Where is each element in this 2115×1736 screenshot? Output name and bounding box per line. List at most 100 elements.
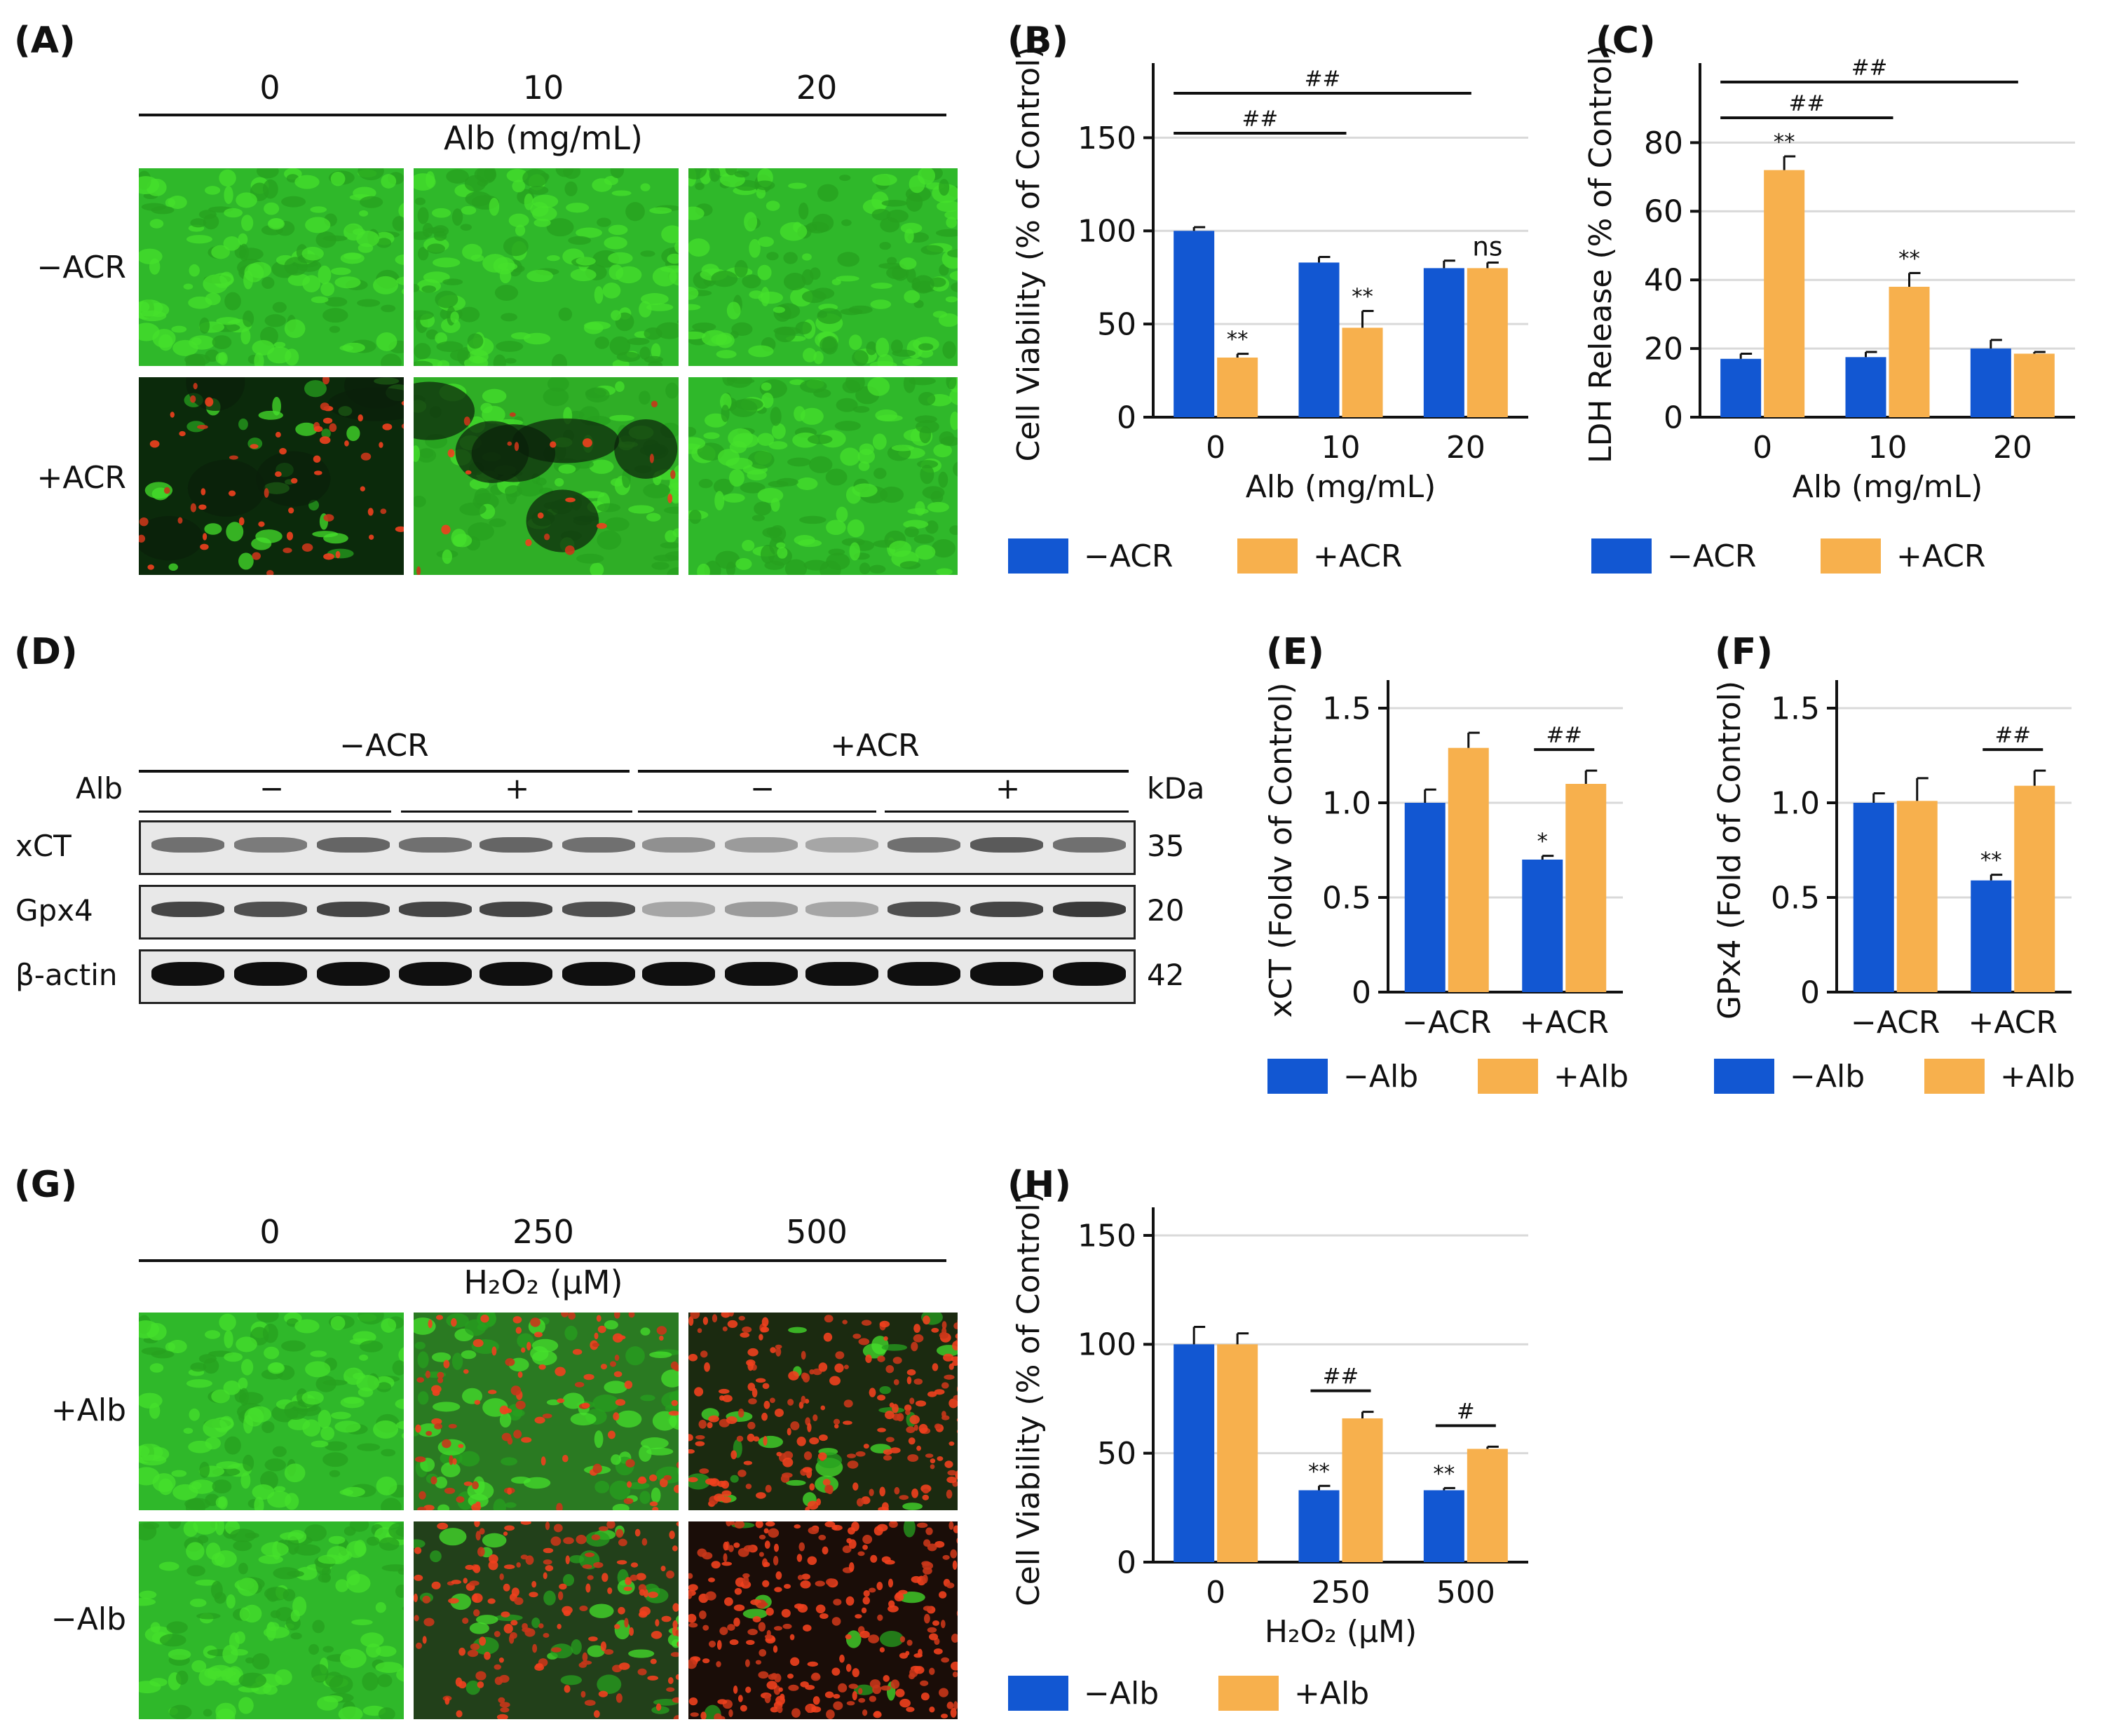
panel-g-image-r1c0 bbox=[139, 1521, 404, 1719]
legend-label: −Alb bbox=[1343, 1059, 1418, 1094]
panel-a-image-r1c1 bbox=[414, 377, 679, 575]
panel-a-axis-title: Alb (mg/mL) bbox=[444, 119, 643, 157]
wb-band bbox=[970, 902, 1043, 917]
panel-a-col-1: 10 bbox=[522, 69, 564, 107]
wb-band bbox=[1053, 837, 1126, 853]
wb-sign-rule-3 bbox=[638, 811, 876, 813]
y-axis-label: xCT (Foldv of Control) bbox=[1263, 682, 1299, 1017]
wb-band bbox=[805, 837, 878, 853]
bracket-label: ## bbox=[1546, 723, 1582, 748]
significance-label: ** bbox=[1980, 848, 2002, 874]
y-tick-label: 60 bbox=[1644, 194, 1683, 230]
wb-band bbox=[1053, 902, 1126, 917]
legend-label: −ACR bbox=[1084, 538, 1174, 574]
panel-g-row-0: +Alb bbox=[50, 1392, 126, 1428]
wb-band bbox=[642, 962, 715, 986]
x-axis-label: Alb (mg/mL) bbox=[1793, 469, 1983, 505]
panel-label-e: (E) bbox=[1266, 631, 1325, 673]
bar bbox=[1467, 268, 1508, 417]
y-tick-label: 0 bbox=[1352, 975, 1371, 1010]
significance-label: ** bbox=[1433, 1461, 1455, 1486]
legend-label: +ACR bbox=[1896, 538, 1986, 574]
bar bbox=[1853, 803, 1894, 992]
wb-band bbox=[888, 837, 960, 853]
legend-label: −ACR bbox=[1667, 538, 1757, 574]
panel-label-b: (B) bbox=[1007, 20, 1069, 62]
legend-swatch bbox=[1008, 1676, 1068, 1711]
wb-alb-sign-3: − bbox=[750, 771, 775, 806]
x-tick-label: −ACR bbox=[1851, 1005, 1940, 1040]
panel-a-row-1: +ACR bbox=[36, 460, 127, 496]
wb-band bbox=[805, 902, 878, 917]
x-tick-label: +ACR bbox=[1520, 1005, 1610, 1040]
y-tick-label: 80 bbox=[1644, 126, 1683, 161]
panel-a-image-r0c1 bbox=[414, 168, 679, 366]
wb-band bbox=[970, 837, 1043, 853]
panel-label-f: (F) bbox=[1715, 631, 1774, 673]
panel-label-a: (A) bbox=[14, 20, 76, 62]
bar bbox=[1298, 262, 1340, 417]
bar bbox=[1217, 1344, 1258, 1562]
x-tick-label: 0 bbox=[1206, 1575, 1225, 1610]
wb-band bbox=[888, 962, 960, 986]
y-tick-label: 0 bbox=[1117, 1545, 1136, 1580]
bar bbox=[1522, 860, 1563, 992]
wb-band bbox=[151, 962, 224, 986]
wb-band bbox=[725, 962, 798, 986]
bracket-label: ## bbox=[1242, 107, 1279, 132]
significance-label: ** bbox=[1898, 246, 1920, 271]
bar bbox=[1423, 1490, 1464, 1562]
x-tick-label: 0 bbox=[1753, 430, 1772, 466]
bracket-label: ## bbox=[1994, 723, 2031, 748]
y-axis-label: Cell Viability (% of Control) bbox=[1011, 1192, 1047, 1606]
panel-a-col-2: 20 bbox=[796, 69, 838, 107]
bar bbox=[1970, 348, 2011, 417]
panel-label-c: (C) bbox=[1596, 20, 1656, 62]
wb-band bbox=[317, 962, 390, 986]
bar bbox=[2014, 785, 2055, 992]
x-axis-label: H₂O₂ (μM) bbox=[1265, 1614, 1417, 1650]
bracket-label: ## bbox=[1851, 55, 1888, 81]
panel-g-image-r0c1 bbox=[414, 1313, 679, 1510]
wb-band bbox=[970, 962, 1043, 986]
x-tick-label: −ACR bbox=[1402, 1005, 1492, 1040]
bar bbox=[1448, 747, 1489, 992]
wb-band bbox=[399, 962, 472, 986]
panel-g-axis-title: H₂O₂ (μM) bbox=[463, 1263, 623, 1301]
panel-a-image-r0c0 bbox=[139, 168, 404, 366]
wb-band bbox=[562, 837, 635, 853]
panel-label-h: (H) bbox=[1007, 1164, 1072, 1206]
legend-swatch bbox=[1267, 1059, 1328, 1094]
bar bbox=[1896, 801, 1938, 992]
y-tick-label: 40 bbox=[1644, 263, 1683, 299]
panel-g-col-1: 250 bbox=[512, 1213, 574, 1251]
panel-g-image-r1c1 bbox=[414, 1521, 679, 1719]
panel-a-image-r1c0 bbox=[139, 377, 404, 575]
legend-swatch bbox=[1714, 1059, 1774, 1094]
wb-band bbox=[480, 962, 552, 986]
significance-label: ** bbox=[1308, 1459, 1330, 1484]
y-tick-label: 1.5 bbox=[1322, 691, 1371, 726]
bar bbox=[1423, 268, 1464, 417]
wb-band bbox=[642, 902, 715, 917]
y-tick-label: 0 bbox=[1664, 400, 1683, 435]
y-tick-label: 150 bbox=[1077, 1218, 1136, 1254]
panel-g-col-2: 500 bbox=[786, 1213, 848, 1251]
y-tick-label: 1.0 bbox=[1771, 785, 1820, 821]
x-tick-label: 500 bbox=[1436, 1575, 1495, 1610]
wb-kda-value: 35 bbox=[1147, 829, 1185, 863]
panel-g-image-r1c2 bbox=[688, 1521, 958, 1719]
y-axis-label: Cell Viability (% of Control) bbox=[1011, 46, 1047, 461]
wb-group-plus-acr: +ACR bbox=[830, 728, 920, 764]
x-tick-label: +ACR bbox=[1968, 1005, 2058, 1040]
y-tick-label: 0 bbox=[1800, 975, 1820, 1010]
wb-band bbox=[1053, 962, 1126, 986]
wb-unit: kDa bbox=[1147, 771, 1205, 806]
wb-band bbox=[725, 837, 798, 853]
wb-band bbox=[151, 902, 224, 917]
panel-g-image-r0c0 bbox=[139, 1313, 404, 1510]
bar bbox=[1889, 287, 1930, 417]
wb-group-rule-1 bbox=[139, 770, 630, 773]
legend-label: +Alb bbox=[2000, 1059, 2075, 1094]
wb-band bbox=[234, 837, 307, 853]
